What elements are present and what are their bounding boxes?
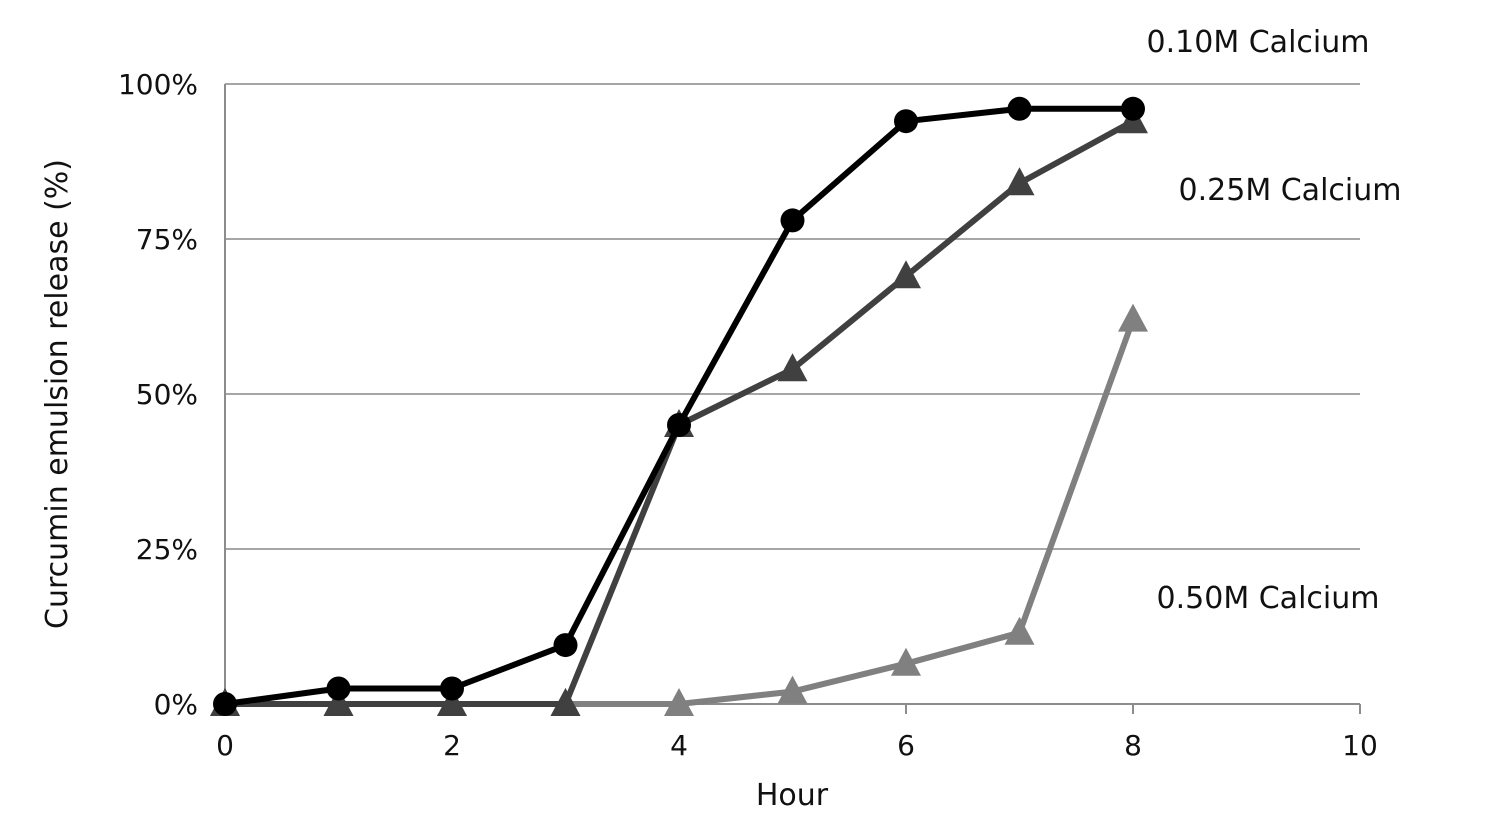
data-point-triangle — [664, 688, 694, 716]
y-tick-label: 75% — [136, 223, 198, 256]
series-label: 0.25M Calcium — [1179, 173, 1402, 208]
gridlines — [225, 83, 1360, 550]
x-tick-label: 4 — [670, 729, 688, 762]
data-point-circle — [440, 676, 464, 701]
data-point-circle — [326, 676, 351, 701]
data-point-circle — [1007, 96, 1032, 121]
data-point-circle — [1121, 96, 1145, 121]
y-tick-label: 25% — [136, 533, 198, 566]
data-point-triangle — [1004, 167, 1035, 196]
x-axis-title: Hour — [756, 778, 829, 813]
data-point-triangle — [1118, 303, 1148, 332]
y-axis-title: Curcumin emulsion release (%) — [40, 159, 75, 629]
y-tick-label: 100% — [118, 68, 198, 101]
series-line — [225, 318, 1136, 707]
data-point-triangle — [891, 260, 921, 289]
data-point-triangle — [777, 675, 808, 704]
series-labels: 0.10M Calcium 0.25M Calcium 0.50M Calcium — [1147, 25, 1402, 616]
data-point-circle — [894, 109, 918, 134]
data-point-triangle — [437, 688, 467, 716]
data-point-circle — [213, 692, 237, 716]
data-point-triangle — [550, 688, 581, 716]
data-point-circle — [780, 208, 805, 233]
x-tick-label: 6 — [897, 729, 915, 762]
data-point-triangle — [1004, 616, 1035, 645]
x-tick-label: 2 — [443, 729, 461, 762]
series-label: 0.50M Calcium — [1157, 581, 1380, 616]
data-series — [210, 96, 1148, 716]
y-tick-label: 0% — [154, 688, 198, 721]
x-tick-label: 8 — [1124, 729, 1142, 762]
x-tick-label: 0 — [216, 729, 234, 762]
y-tick-label: 50% — [136, 378, 198, 411]
data-point-triangle — [777, 353, 808, 382]
data-point-triangle — [891, 647, 921, 676]
series-label: 0.10M Calcium — [1147, 25, 1370, 60]
x-tick-label: 10 — [1342, 729, 1378, 762]
data-point-circle — [667, 413, 691, 437]
data-point-circle — [553, 633, 578, 658]
data-point-triangle — [323, 688, 354, 716]
